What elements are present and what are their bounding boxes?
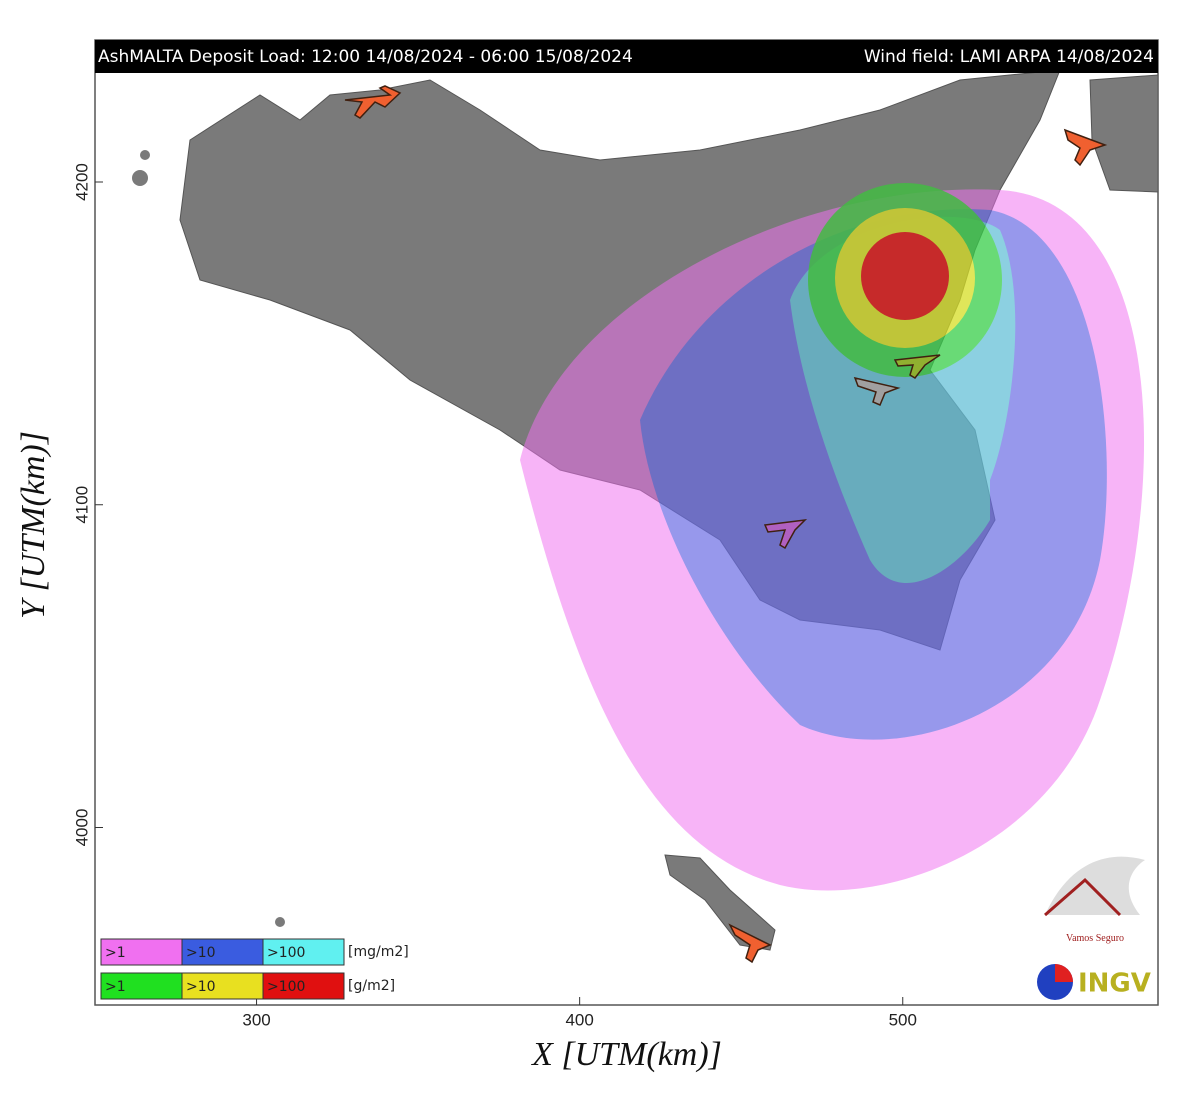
x-tick-label: 500 <box>889 1010 917 1029</box>
header-bar <box>95 40 1158 73</box>
legend-label: >100 <box>267 945 305 961</box>
y-axis-label: Y [UTM(km)] <box>15 431 52 619</box>
islet <box>140 150 150 160</box>
airport-icon <box>728 923 772 964</box>
airport-icon <box>893 354 941 379</box>
islet <box>132 170 148 186</box>
y-tick-label: 4200 <box>72 163 91 201</box>
legend-swatch <box>181 938 264 966</box>
legend-swatch <box>262 972 345 1000</box>
legend-label: >10 <box>186 945 216 961</box>
x-tick-label: 300 <box>242 1010 270 1029</box>
legend-swatch <box>262 938 345 966</box>
volcano-logo <box>1045 856 1145 915</box>
ash-plume <box>520 183 1145 891</box>
airports <box>344 85 1108 964</box>
logo: Vamos Seguro INGV <box>1037 856 1151 1000</box>
airport-icon <box>344 85 402 119</box>
airport-icon <box>1063 128 1108 167</box>
legend-unit: [g/m2] <box>348 978 395 994</box>
legend-label: >1 <box>105 945 126 961</box>
legend-label: >1 <box>105 979 126 995</box>
legend-unit: [mg/m2] <box>348 944 409 960</box>
islet <box>275 917 285 927</box>
y-tick-label: 4100 <box>72 486 91 524</box>
vamos-logo-text: Vamos Seguro <box>1066 933 1124 944</box>
legend-swatch <box>181 972 264 1000</box>
airport-icon <box>763 518 808 550</box>
header-wind: Wind field: LAMI ARPA 14/08/2024 <box>864 47 1154 67</box>
x-tick-label: 400 <box>565 1010 593 1029</box>
volcano-logo <box>1044 877 1122 917</box>
plume-g100 <box>861 232 949 320</box>
header-title: AshMALTA Deposit Load: 12:00 14/08/2024 … <box>98 47 633 67</box>
x-axis-label: X [UTM(km)] <box>530 1036 722 1073</box>
ingv-logo-text: INGV <box>1078 969 1151 999</box>
legend-label: >10 <box>186 979 216 995</box>
legend-label: >100 <box>267 979 305 995</box>
y-tick-label: 4000 <box>72 809 91 847</box>
airport-icon <box>853 376 901 406</box>
ingv-globe <box>1055 964 1073 982</box>
malta <box>664 854 776 951</box>
calabria <box>1089 74 1159 193</box>
